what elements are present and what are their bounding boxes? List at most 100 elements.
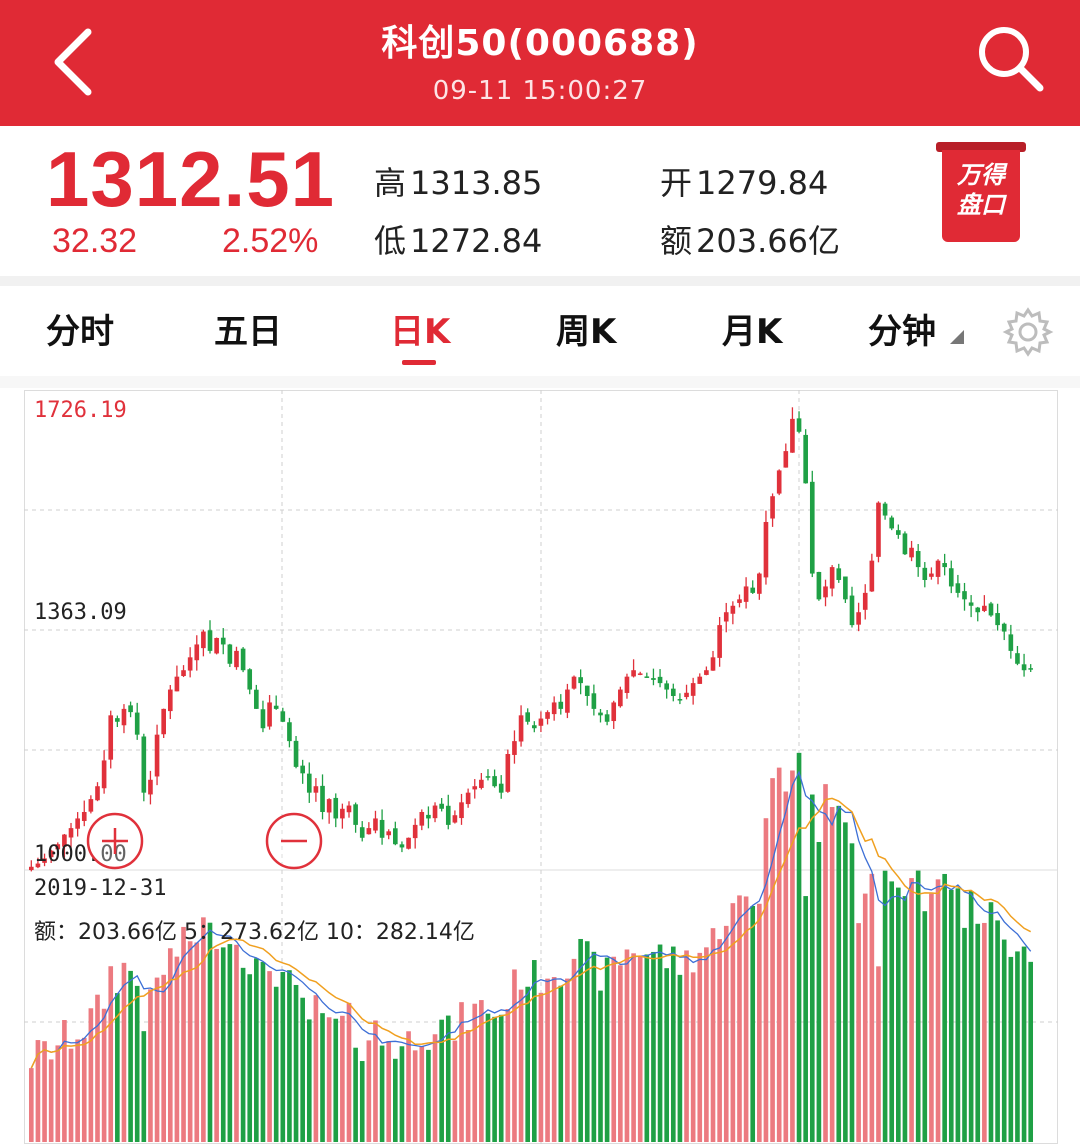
volume-bar [651, 951, 656, 1142]
candle-body [809, 481, 815, 574]
tab-minute[interactable]: 分钟 [868, 312, 936, 352]
volume-bar [42, 1041, 47, 1142]
volume-bar [340, 1015, 345, 1142]
volume-bar [1015, 951, 1020, 1142]
volume-bar [975, 923, 981, 1142]
candle-body [737, 599, 742, 603]
volume-bar [995, 920, 1000, 1142]
volume-bar [684, 950, 689, 1142]
kline-chart[interactable] [24, 390, 1058, 1144]
zoom-in-icon[interactable] [86, 812, 144, 870]
volume-bar [412, 1050, 418, 1142]
volume-bar [730, 903, 736, 1142]
volume-bar [869, 873, 875, 1142]
volume-bar [287, 970, 292, 1142]
candle-body [300, 765, 305, 774]
tab-intraday[interactable]: 分时 [46, 312, 114, 352]
candle-body [670, 688, 676, 696]
candle-body [862, 592, 868, 610]
volume-bar [757, 903, 762, 1142]
volume-bar [836, 805, 842, 1142]
candle-body [207, 630, 213, 651]
candle-body [194, 644, 200, 661]
candle-body [313, 786, 319, 793]
candle-body [432, 805, 438, 819]
volume-bar [545, 978, 550, 1142]
volume-bar [386, 1041, 392, 1142]
tab-five-day[interactable]: 五日 [214, 312, 282, 352]
volume-bar [525, 986, 531, 1142]
volume-bar [373, 1020, 378, 1142]
volume-ma5-line [30, 770, 1032, 1069]
volume-bar [154, 977, 160, 1142]
candle-body [935, 560, 941, 577]
candle-body [525, 712, 531, 722]
volume-bar [849, 843, 855, 1142]
candle-body [101, 760, 107, 789]
volume-bar [194, 942, 200, 1142]
x-axis-start-date: 2019-12-31 [34, 876, 167, 901]
candle-body [254, 689, 259, 709]
volume-bar [346, 1002, 352, 1142]
tab-weekly-k[interactable]: 周K [556, 312, 617, 352]
gear-icon[interactable] [1000, 304, 1056, 360]
candle-body [366, 828, 372, 835]
candle-body [723, 612, 729, 622]
candle-body [1015, 653, 1020, 664]
volume-bar [201, 917, 206, 1142]
candle-body [220, 637, 226, 645]
high-value: 1313.85 [410, 164, 543, 202]
candle-body [545, 712, 550, 719]
candle-body [836, 568, 842, 580]
candle-body [227, 644, 233, 664]
volume-bar [101, 1008, 107, 1142]
volume-bar [551, 977, 557, 1142]
candle-body [399, 844, 405, 848]
volume-bar [379, 1045, 385, 1142]
candle-body [1028, 668, 1034, 670]
candle-body [644, 676, 650, 678]
volume-bar [35, 1040, 41, 1142]
volume-bar [459, 1002, 464, 1142]
candle-body [439, 803, 444, 809]
volume-bar [823, 784, 828, 1142]
volume-bar [697, 952, 703, 1142]
volume-bar [578, 938, 583, 1142]
high-stat: 高 1313.85 [374, 158, 542, 204]
volume-bar [445, 1015, 451, 1142]
volume-bar [399, 1046, 405, 1142]
volume-bar [717, 939, 722, 1142]
volume-bar [505, 1009, 511, 1142]
volume-bar [889, 881, 895, 1142]
volume-bar [882, 870, 888, 1142]
volume-bar [929, 893, 934, 1142]
volume-bar [326, 1017, 332, 1142]
candle-body [505, 753, 511, 792]
candle-body [287, 722, 292, 742]
search-icon[interactable] [972, 20, 1052, 100]
candle-body [551, 702, 557, 715]
volume-bar [790, 770, 795, 1142]
candle-body [498, 783, 504, 793]
volume-bar [704, 947, 709, 1142]
volume-bar [631, 953, 636, 1142]
volume-bar [962, 927, 967, 1142]
volume-bar [393, 1058, 398, 1142]
wande-order-book-button[interactable]: 万得 盘口 [936, 142, 1026, 244]
volume-bar [181, 926, 186, 1142]
period-tabs: 分时 五日 日K 周K 月K 分钟 [0, 286, 1080, 376]
tab-daily-k[interactable]: 日K [390, 312, 451, 352]
candle-body [578, 677, 583, 684]
candle-body [141, 736, 147, 793]
candle-body [882, 503, 888, 516]
back-arrow-icon[interactable] [40, 22, 110, 102]
top-bar: 科创50(000688) 09-11 15:00:27 [0, 0, 1080, 126]
active-tab-indicator [402, 360, 436, 365]
candle-body [472, 786, 478, 790]
volume-bar [366, 1040, 372, 1142]
volume-bar [942, 873, 947, 1142]
zoom-out-icon[interactable] [265, 812, 323, 870]
candle-body [512, 741, 517, 755]
page-title: 科创50(000688) [381, 23, 699, 64]
tab-monthly-k[interactable]: 月K [722, 312, 783, 352]
